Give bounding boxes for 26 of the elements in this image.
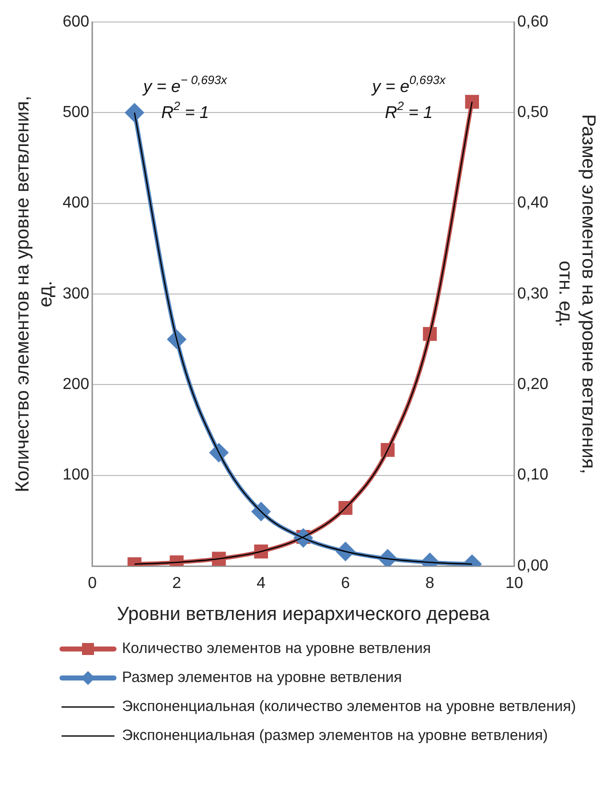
x-axis-title: Уровни ветвления иерархического дерева <box>116 604 490 625</box>
legend-label: Экспоненциальная (размер элементов на уровне ветвления) <box>122 727 548 744</box>
y-tick-label: 500 <box>62 104 90 122</box>
y2-tick-label: 0,60 <box>517 13 548 30</box>
legend-label: Экспоненциальная (количество элементов на уровне ветвления) <box>122 698 576 715</box>
y2-tick-label: 0,00 <box>517 557 548 574</box>
y2-tick-label: 0,10 <box>517 466 548 484</box>
y2-tick-label: 0,30 <box>517 285 548 302</box>
y-tick-label: 100 <box>62 466 90 484</box>
x-tick-label: 0 <box>88 575 97 592</box>
legend-label: Размер элементов на уровне ветвления <box>122 669 402 686</box>
x-tick-label: 10 <box>505 575 524 592</box>
x-tick-label: 2 <box>172 575 182 592</box>
y-axis-title: Количество элементов на уровне ветвления, ед. <box>12 96 56 492</box>
y-tick-label: 400 <box>62 194 90 212</box>
y2-axis-title: Размер элементов на уровне ветвления, отн. ед. <box>554 114 598 474</box>
y-tick-label: 600 <box>62 13 90 30</box>
y-tick-label: 300 <box>62 285 90 302</box>
x-tick-label: 6 <box>341 575 350 592</box>
legend-label: Количество элементов на уровне ветвления <box>122 640 431 657</box>
x-tick-label: 8 <box>425 575 434 592</box>
y2-tick-label: 0,50 <box>517 104 548 122</box>
y2-tick-label: 0,20 <box>517 376 548 394</box>
y-tick-label: 200 <box>62 376 90 394</box>
y2-tick-label: 0,40 <box>517 194 548 212</box>
x-tick-label: 4 <box>256 575 266 592</box>
